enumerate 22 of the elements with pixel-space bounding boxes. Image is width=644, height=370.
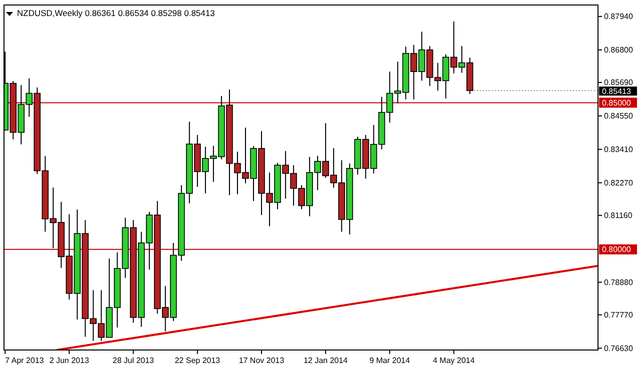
annotation: 0.85413: [602, 86, 632, 96]
y-tick-label: 0.85690: [604, 78, 634, 88]
ref-line-label: 0.85000: [602, 98, 632, 108]
x-tick-label: 12 Jan 2014: [304, 356, 348, 365]
y-tick-label: 0.78880: [604, 278, 634, 288]
x-tick-label: 7 Apr 2013: [5, 356, 44, 365]
y-tick-label: 0.82270: [604, 178, 634, 188]
y-tick-label: 0.87940: [604, 12, 634, 22]
y-tick-label: 0.83410: [604, 145, 634, 154]
x-tick-label: 9 Mar 2014: [369, 356, 410, 365]
x-tick-label: 22 Sep 2013: [174, 356, 221, 365]
y-tick-label: 0.86800: [604, 46, 634, 55]
ref-line-label: 0.80000: [602, 245, 632, 254]
x-tick-label: 2 Jun 2013: [49, 356, 90, 365]
x-tick-label: 28 Jul 2013: [112, 356, 155, 365]
y-tick-label: 0.77770: [604, 310, 634, 320]
y-tick-label: 0.84550: [604, 112, 634, 121]
y-tick-label: 0.81160: [604, 211, 633, 220]
y-tick-label: 0.76630: [604, 344, 634, 354]
chart-title: NZDUSD,Weekly 0.86361 0.86534 0.85298 0.85413: [17, 8, 216, 18]
x-tick-label: 4 May 2014: [432, 356, 476, 365]
x-tick-label: 17 Nov 2013: [238, 356, 285, 365]
